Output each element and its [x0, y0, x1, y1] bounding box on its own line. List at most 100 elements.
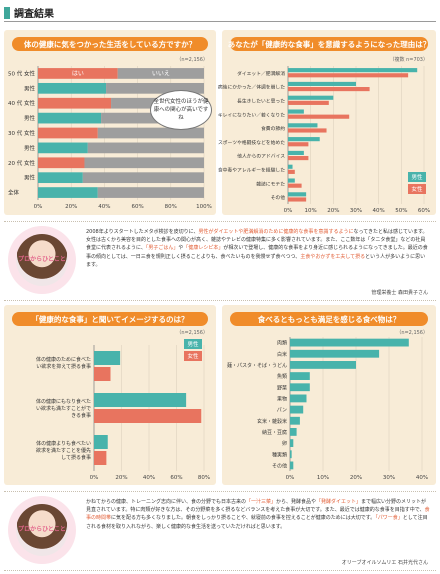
chart2-tick-label: 30% — [350, 208, 362, 214]
chart4-category-label: パン — [277, 408, 287, 414]
chart1-group-label: 20 代 — [8, 159, 23, 167]
chart2-bar — [288, 123, 318, 128]
chart1-tick-label: 40% — [98, 204, 110, 210]
chart1-bar-yes — [38, 97, 112, 109]
chart4-category-label: 果物 — [277, 395, 287, 402]
chart4-bar — [290, 349, 380, 358]
profile-2-text: かねてからの健康、トレーニング志向に伴い、食の分野でも日本古来の「一汁三菜」から… — [86, 499, 430, 530]
chart4-bar — [290, 428, 297, 436]
chart4-bar — [290, 394, 307, 403]
chart2-bar — [288, 192, 307, 197]
chart3-bar — [94, 367, 111, 381]
chart3-category-label: きる食事 — [71, 412, 91, 419]
chart2-bar — [288, 169, 295, 174]
chart2-svg: 0% 10% 20% 30% 40% 50% 60% ダイエット／肥満解消病後にかかった／体調… — [218, 66, 430, 214]
chart2-bar — [288, 183, 302, 188]
chart2-category-label: その他 — [271, 194, 286, 201]
chart1-bar-no — [82, 172, 204, 184]
chart2-category-label: スポーツや格闘技などを始めた — [218, 139, 285, 146]
chart4-category-label: 麺・パスタ・そば・うどん — [227, 362, 287, 369]
chart1-tick-label: 0% — [34, 204, 43, 210]
chart3-category-label: して摂る食事 — [61, 454, 91, 461]
chart1-panel: 体の健康に気をつかった生活をしている方ですか？ （n=2,156） 0% 20% 4… — [4, 30, 216, 215]
chart3-bar — [94, 435, 108, 449]
chart4-bar — [290, 439, 294, 447]
chart1-group-label: 50 代 — [8, 69, 23, 77]
chart1-sub-label: 女性 — [24, 159, 36, 167]
chart4-panel: 食べるともっとも満足を感じる食べ物は？ （n=2,156） 0% 10% 20% 30… — [222, 305, 436, 485]
chart4-category-label: 野菜 — [277, 384, 287, 391]
chart2-category-label: 長生きしたいと思った — [237, 98, 285, 105]
chart1-sub-label: 男性 — [24, 84, 36, 92]
chart2-category-label: キレイになりたい／若くなりた — [218, 111, 285, 118]
chart4-category-label: 白米 — [277, 351, 287, 358]
chart3-bar — [94, 351, 121, 365]
profile-2-signature: オリーブオイルソムリエ 石井光代さん — [341, 560, 428, 566]
chart2-category-label: 雑誌にモテた — [256, 180, 285, 187]
chart3-category-label: い欲求も満たすことがで — [36, 405, 91, 412]
chart4-bar — [290, 383, 310, 392]
chart2-bar — [288, 178, 295, 183]
chart3-tick-label: 40% — [143, 475, 155, 481]
chart3-note: （n=2,156） — [176, 330, 208, 336]
chart1-bar-yes — [38, 68, 118, 79]
chart3-tick-label: 0% — [90, 475, 99, 481]
chart2-tick-label: 60% — [418, 208, 430, 214]
profile-1-signature: 管理栄養士 森田貴子さん — [371, 290, 428, 296]
chart3-category-label: い欲求を抑えて摂る食事 — [36, 363, 91, 370]
chart2-bar — [288, 68, 418, 73]
chart2-bar — [288, 150, 304, 156]
profile-1: プロからひとこと 2008年よりスタートしたメタボ検診を皮切りに、男性がダイエッ… — [4, 221, 436, 301]
profile-2-avatar: プロからひとこと — [8, 496, 76, 564]
chart3-tick-label: 80% — [198, 475, 210, 481]
chart3-legend-female: 女性 — [184, 351, 202, 361]
chart1-group-label: 30 代 — [8, 129, 23, 137]
chart4-category-label: 納豆・豆腐 — [262, 429, 287, 436]
chart4-category-label: 玄米・雑穀米 — [257, 418, 287, 425]
chart4-bar — [290, 361, 356, 369]
chart1-bar-no — [84, 157, 204, 169]
chart3-tick-label: 20% — [115, 475, 127, 481]
chart1-tick-label: 20% — [65, 204, 77, 210]
chart1-bar-yes — [38, 82, 107, 94]
section-marker-icon — [4, 6, 10, 19]
chart4-bar — [290, 372, 310, 380]
chart2-bar — [288, 100, 329, 105]
chart3-panel: 「健康的な食事」と聞いてイメージするのは？ （n=2,156） 0% 20% 40%… — [4, 305, 216, 485]
chart2-category-label: 食中毒やアレルギーを経験した — [218, 167, 285, 174]
profile-2-ring-label: プロからひとこと — [18, 526, 66, 533]
chart2-panel: あなたが「健康的な食事」を意識するようになった理由は？ （複数 n=703） 0… — [218, 30, 436, 215]
chart2-tick-label: 50% — [395, 208, 407, 214]
chart1-bar-no — [97, 187, 204, 198]
chart1-bar-yes — [38, 172, 83, 184]
chart2-bar — [288, 128, 327, 133]
chart1-legend-no: いいえ — [152, 70, 170, 77]
chart1-sub-label: 女性 — [24, 99, 36, 107]
chart4-tick-label: 10% — [317, 475, 329, 481]
chart1-bar-no — [106, 82, 204, 94]
chart4-tick-label: 0% — [286, 475, 295, 481]
chart2-category-label: 病後にかかった／体調を崩した — [218, 84, 285, 91]
chart1-legend-yes: はい — [72, 70, 84, 77]
chart4-category-label: 種実類 — [272, 451, 287, 458]
chart3-bar — [94, 409, 202, 423]
avatar-photo — [16, 234, 68, 286]
profile-2: プロからひとこと かねてからの健康、トレーニング志向に伴い、食の分野でも日本古来… — [4, 491, 436, 571]
chart4-category-label: その他 — [272, 462, 287, 469]
chart4-category-label: 卵 — [282, 440, 287, 447]
chart2-legend-male: 男性 — [408, 172, 426, 182]
chart2-title: あなたが「健康的な食事」を意識するようになった理由は？ — [228, 37, 430, 51]
chart3-bar — [94, 393, 187, 407]
chart4-note: （n=2,156） — [396, 330, 428, 336]
chart3-category-label: 体の健康よりも食べたい — [36, 440, 91, 447]
chart3-category-label: 体の健康のために食べた — [36, 356, 91, 363]
chart3-category-label: 体の健康にもなり食べた — [36, 398, 91, 405]
chart2-bar — [288, 95, 334, 100]
chart2-note: （複数 n=703） — [389, 57, 429, 63]
chart1-bar-yes — [38, 142, 88, 154]
chart1-tick-label: 80% — [165, 204, 177, 210]
chart4-bar — [290, 416, 300, 425]
chart1-bar-yes — [38, 157, 85, 169]
chart2-bar — [288, 197, 307, 202]
chart2-bar — [288, 109, 304, 114]
